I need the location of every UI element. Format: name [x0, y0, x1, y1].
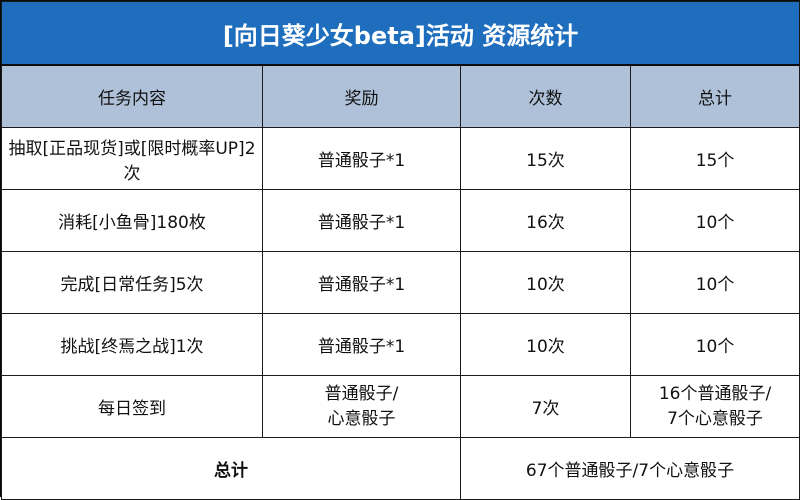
reward-line: 普通骰子/ — [324, 383, 399, 404]
total-cell: 10个 — [629, 251, 800, 314]
table-row: 每日签到 普通骰子/ 心意骰子 7次 16个普通骰子/ 7个心意骰子 — [1, 375, 800, 438]
count-cell: 15次 — [460, 127, 631, 190]
summary-value: 67个普通骰子/7个心意骰子 — [459, 437, 800, 500]
title-row: [向日葵少女beta]活动 资源统计 — [0, 1, 800, 66]
total-line: 7个心意骰子 — [667, 408, 763, 429]
total-cell: 15个 — [629, 127, 800, 190]
count-cell: 16次 — [460, 189, 631, 252]
total-line: 16个普通骰子/ — [658, 383, 772, 404]
summary-row: 总计 67个普通骰子/7个心意骰子 — [1, 437, 800, 500]
task-cell: 完成[日常任务]5次 — [1, 251, 263, 314]
reward-cell: 普通骰子/ 心意骰子 — [262, 375, 461, 438]
reward-line: 心意骰子 — [327, 408, 396, 429]
count-cell: 10次 — [460, 313, 631, 376]
reward-cell: 普通骰子*1 — [262, 313, 461, 376]
table-row: 完成[日常任务]5次 普通骰子*1 10次 10个 — [1, 251, 800, 314]
count-cell: 10次 — [460, 251, 631, 314]
reward-cell: 普通骰子*1 — [262, 127, 461, 190]
task-cell: 每日签到 — [1, 375, 263, 438]
table-title: [向日葵少女beta]活动 资源统计 — [0, 1, 800, 66]
table-row: 抽取[正品现货]或[限时概率UP]2次 普通骰子*1 15次 15个 — [1, 127, 800, 190]
total-cell: 10个 — [629, 313, 800, 376]
task-cell: 挑战[终焉之战]1次 — [1, 313, 263, 376]
total-cell: 16个普通骰子/ 7个心意骰子 — [629, 375, 800, 438]
summary-label: 总计 — [1, 437, 461, 500]
task-cell: 抽取[正品现货]或[限时概率UP]2次 — [1, 127, 263, 190]
header-count: 次数 — [460, 64, 631, 128]
header-task: 任务内容 — [1, 64, 263, 128]
task-cell: 消耗[小鱼骨]180枚 — [1, 189, 263, 252]
count-cell: 7次 — [460, 375, 631, 438]
table-row: 挑战[终焉之战]1次 普通骰子*1 10次 10个 — [1, 313, 800, 376]
reward-cell: 普通骰子*1 — [262, 251, 461, 314]
header-total: 总计 — [629, 64, 800, 128]
header-row: 任务内容 奖励 次数 总计 — [1, 64, 800, 128]
total-cell: 10个 — [629, 189, 800, 252]
header-reward: 奖励 — [262, 64, 461, 128]
table-row: 消耗[小鱼骨]180枚 普通骰子*1 16次 10个 — [1, 189, 800, 252]
reward-cell: 普通骰子*1 — [262, 189, 461, 252]
